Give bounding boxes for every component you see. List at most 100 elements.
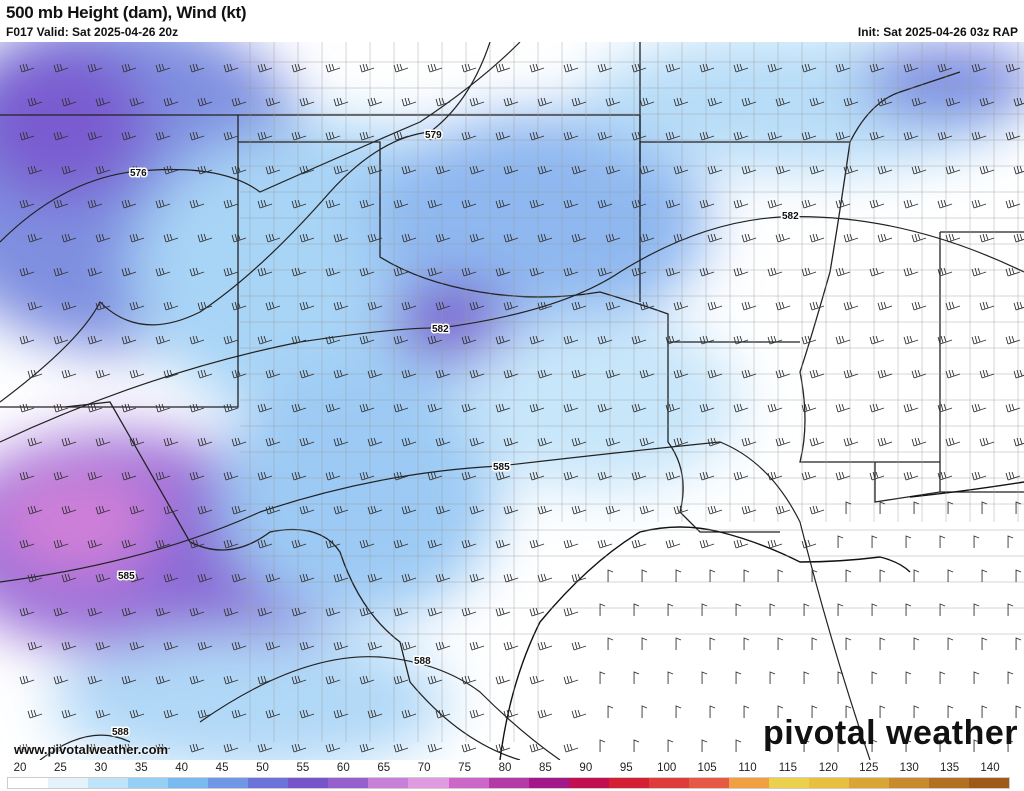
wind-barb (333, 709, 349, 719)
wind-barb (359, 131, 375, 141)
wind-barb (639, 97, 655, 107)
wind-barb (843, 301, 859, 311)
wind-barb (699, 131, 715, 141)
wind-barb (735, 603, 742, 616)
wind-barb (231, 97, 247, 107)
wind-barb (979, 369, 995, 379)
wind-barb (461, 743, 477, 753)
wind-barb (53, 335, 69, 345)
wind-barb (27, 437, 43, 447)
wind-barb (597, 335, 613, 345)
colorbar-label: 85 (539, 762, 552, 774)
init-time: Init: Sat 2025-04-26 03z RAP (857, 25, 1018, 39)
wind-barb (61, 573, 77, 583)
wind-barb (257, 471, 273, 481)
wind-barb (811, 637, 818, 650)
wind-barb (121, 675, 137, 685)
wind-barb (163, 641, 179, 651)
wind-barb (231, 233, 247, 243)
wind-barb (529, 131, 545, 141)
wind-barb (1005, 131, 1021, 141)
wind-barb (973, 603, 980, 616)
wind-barb (945, 233, 961, 243)
wind-barb (665, 63, 681, 73)
wind-barb (401, 709, 417, 719)
wind-barb (121, 267, 137, 277)
colorbar-swatch (8, 778, 49, 788)
wind-barb (877, 437, 893, 447)
wind-barb (427, 131, 443, 141)
wind-barb (163, 97, 179, 107)
wind-barb (845, 705, 852, 718)
wind-barb (563, 403, 579, 413)
wind-barb (835, 267, 851, 277)
wind-barb (155, 335, 171, 345)
wind-barb (707, 97, 723, 107)
colorbar-label: 125 (859, 762, 879, 774)
wind-barb (367, 437, 383, 447)
wind-barb (291, 743, 307, 753)
wind-barb (197, 233, 213, 243)
wind-barb (701, 671, 708, 684)
wind-barb (61, 165, 77, 175)
wind-barb (597, 403, 613, 413)
wind-barb (529, 63, 545, 73)
wind-barb (835, 63, 851, 73)
wind-barb (95, 641, 111, 651)
wind-barb (427, 199, 443, 209)
wind-barb (393, 539, 409, 549)
wind-barb (503, 437, 519, 447)
wind-barb (1005, 335, 1021, 345)
wind-barb (767, 131, 783, 141)
wind-barb (767, 335, 783, 345)
wind-barb (775, 165, 791, 175)
wind-barb (633, 603, 640, 616)
wind-barb (435, 369, 451, 379)
wind-barb (537, 709, 553, 719)
map-title: 500 mb Height (dam), Wind (kt) (6, 3, 247, 22)
wind-barb (121, 199, 137, 209)
wind-barb (495, 743, 511, 753)
wind-barb (767, 539, 783, 549)
wind-barb (163, 573, 179, 583)
wind-barb (19, 539, 35, 549)
wind-barb (95, 233, 111, 243)
county-lines (240, 42, 1024, 742)
wind-barb (911, 97, 927, 107)
wind-barb (61, 97, 77, 107)
wind-barb (469, 97, 485, 107)
wind-barb (299, 97, 315, 107)
wind-barb (743, 705, 750, 718)
wind-barb (87, 267, 103, 277)
wind-barb (673, 505, 689, 515)
wind-barb (1007, 739, 1014, 752)
wind-barb (537, 641, 553, 651)
colorbar-swatch (248, 778, 289, 788)
wind-barb (741, 505, 757, 515)
wind-barb (163, 709, 179, 719)
wind-barb (87, 675, 103, 685)
wind-barb (801, 335, 817, 345)
wind-barb (503, 165, 519, 175)
wind-barb (189, 743, 205, 753)
wind-barb (359, 743, 375, 753)
contour-label: 576 (130, 168, 147, 179)
wind-barb (903, 403, 919, 413)
wind-barb (393, 471, 409, 481)
weather-map[interactable]: 576 579 582 582 585 585 588 588 (0, 42, 1024, 760)
wind-barb (53, 539, 69, 549)
wind-barbs (19, 63, 1024, 753)
wind-barb (299, 709, 315, 719)
wind-barb (707, 369, 723, 379)
wind-barb (801, 403, 817, 413)
wind-barb (291, 471, 307, 481)
wind-barb (809, 437, 825, 447)
wind-barb (461, 607, 477, 617)
wind-barb (197, 369, 213, 379)
wind-barb (879, 705, 886, 718)
wind-barb (733, 539, 749, 549)
wind-barb (231, 641, 247, 651)
wind-barb (427, 63, 443, 73)
colorbar-label: 90 (579, 762, 593, 774)
wind-barb (1015, 569, 1022, 582)
